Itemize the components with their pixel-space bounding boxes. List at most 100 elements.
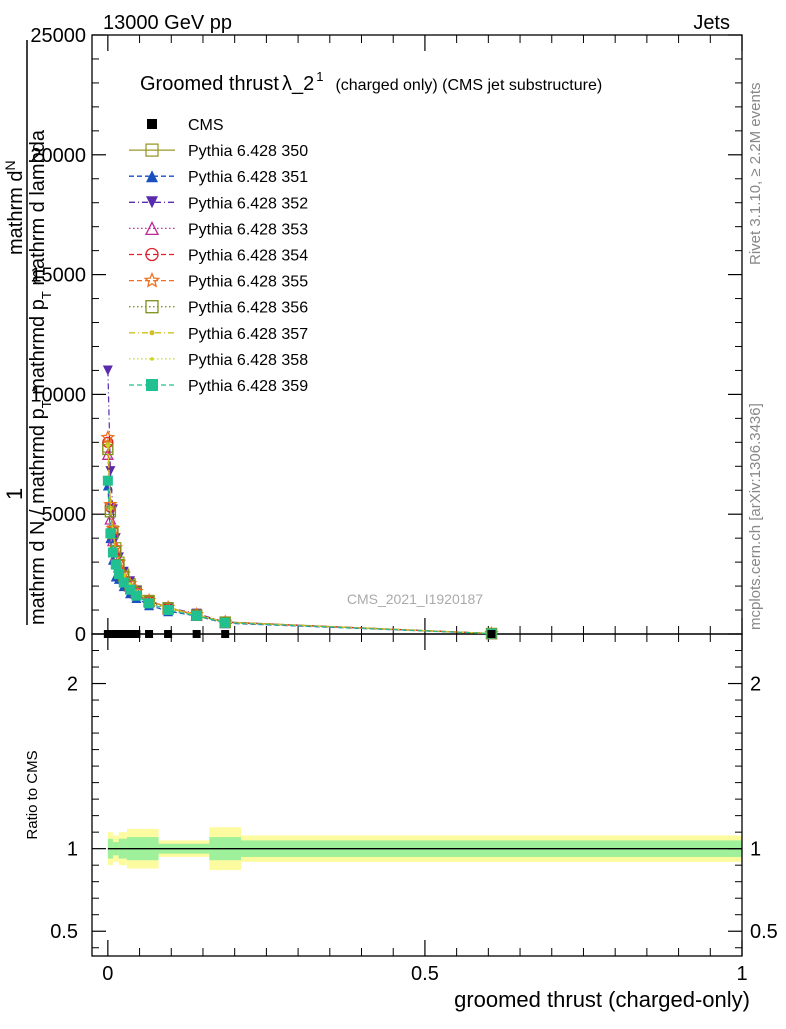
series-lines	[100, 365, 499, 640]
legend-label: Pythia 6.428 358	[188, 352, 308, 369]
ratio-ytick-label: 1	[67, 839, 78, 861]
ratio-ytick-label-right: 0.5	[750, 921, 778, 943]
main-ticks: 0 5000 10000 15000 20000 25000	[30, 25, 742, 646]
legend-entry: Pythia 6.428 355	[129, 271, 308, 291]
ratio-ylabel: Ratio to CMS	[24, 750, 41, 839]
legend-marker	[145, 300, 159, 314]
cms-point	[119, 630, 128, 638]
ratio-ytick-label-right: 2	[750, 674, 761, 696]
cms-point	[132, 630, 141, 638]
series-point-359	[220, 617, 231, 628]
series-point-359	[118, 577, 129, 588]
legend-label: Pythia 6.428 359	[188, 378, 308, 395]
legend-label: Pythia 6.428 354	[188, 248, 308, 265]
legend-entry: CMS	[147, 117, 224, 134]
legend-label: Pythia 6.428 351	[188, 169, 308, 186]
ratio-ytick-label-right: 1	[750, 839, 761, 861]
main-ytick-label: 10000	[30, 384, 86, 406]
legend-label: Pythia 6.428 350	[188, 143, 308, 160]
legend-marker	[143, 271, 161, 288]
legend-label: CMS	[188, 117, 224, 134]
series-point-352	[102, 365, 113, 376]
series-point-359	[125, 584, 136, 595]
ylabel-denom-main: mathrm d N / mathrmd p	[27, 408, 49, 625]
legend-entry: Pythia 6.428 351	[129, 169, 308, 186]
series-point-358	[106, 444, 110, 448]
main-ylabel: 1 mathrm d N / mathrmd pT mathrmd pT mat…	[2, 40, 54, 625]
legend-label: Pythia 6.428 356	[188, 300, 308, 317]
xtick-label: 1	[736, 963, 747, 985]
cms-point	[126, 630, 135, 638]
legend-entry: Pythia 6.428 357	[129, 326, 308, 343]
ratio-ytick-label: 0.5	[50, 921, 78, 943]
legend-entry: Pythia 6.428 352	[129, 195, 308, 212]
main-ytick-label: 20000	[30, 145, 86, 167]
series-point-359	[163, 605, 174, 616]
cms-point	[192, 630, 201, 638]
series-point-359	[113, 569, 124, 580]
cms-point	[145, 630, 154, 638]
title-lambda: λ_2	[282, 73, 314, 95]
main-ytick-label: 25000	[30, 25, 86, 47]
series-point-359	[107, 547, 118, 558]
xtick-label: 0	[102, 963, 113, 985]
ylabel-num: mathrm dN	[2, 160, 27, 255]
main-ytick-label: 0	[75, 624, 86, 646]
legend-label: Pythia 6.428 353	[188, 221, 308, 238]
ylabel-denom: mathrm d N / mathrmd pT mathrmd pT mathr…	[27, 129, 54, 625]
ylabel-denom-T2: T	[39, 291, 54, 299]
legend-marker	[147, 119, 157, 129]
rivet-label: Rivet 3.1.10, ≥ 2.2M events	[747, 83, 764, 266]
main-ytick-label: 15000	[30, 265, 86, 287]
cms-point	[221, 630, 230, 638]
series-point-359	[102, 475, 113, 486]
x-axis-label: groomed thrust (charged-only)	[454, 987, 750, 1012]
header-left: 13000 GeV pp	[103, 12, 232, 34]
series-point-359	[110, 559, 121, 570]
cms-point	[114, 630, 123, 638]
series-point-359	[191, 610, 202, 621]
title-main: Groomed thrust	[140, 73, 279, 95]
ylabel-denom-tail: mathrmd p	[27, 299, 49, 400]
legend-entry: Pythia 6.428 356	[129, 300, 308, 317]
header-right: Jets	[693, 12, 730, 34]
legend-entry: Pythia 6.428 350	[129, 143, 308, 160]
xtick-label: 0.5	[411, 963, 439, 985]
ratio-ticks: 0.5 0.5 1 1 2 2	[50, 650, 778, 949]
legend: CMS Pythia 6.428 350 Pythia 6.428 351 Pythi…	[129, 117, 308, 395]
cms-point	[164, 630, 173, 638]
legend-marker	[145, 247, 159, 262]
ylabel-num-top: mathrm d	[5, 171, 27, 255]
ratio-bands	[107, 827, 742, 871]
legend-entry: Pythia 6.428 354	[129, 248, 308, 265]
series-point-359	[105, 528, 116, 539]
ylabel-denom-T: T	[39, 400, 54, 408]
series-point-352	[105, 466, 116, 477]
ylabel-one: 1	[2, 488, 27, 500]
legend-entry: Pythia 6.428 359	[129, 378, 308, 395]
legend-marker	[144, 220, 160, 236]
legend-label: Pythia 6.428 355	[188, 274, 308, 291]
series-point-355	[100, 429, 116, 444]
legend-marker	[149, 330, 155, 336]
ylabel-num-N: N	[2, 160, 18, 170]
main-ytick-label: 5000	[42, 504, 87, 526]
watermark: CMS_2021_I1920187	[347, 591, 483, 607]
chart-title: Groomed thrust λ_2 1 (charged only) (CMS je…	[140, 69, 602, 95]
cms-point	[487, 630, 496, 638]
title-sup: 1	[316, 69, 323, 84]
legend-marker	[146, 379, 158, 391]
cms-points	[103, 630, 496, 638]
series-point-359	[144, 598, 155, 609]
legend-marker	[146, 170, 158, 183]
legend-marker	[145, 143, 159, 157]
legend-marker	[150, 357, 154, 361]
mcplots-label: mcplots.cern.ch [arXiv:1306.3436]	[747, 403, 764, 630]
legend-label: Pythia 6.428 352	[188, 195, 308, 212]
series-point-359	[131, 590, 142, 601]
legend-entry: Pythia 6.428 358	[129, 352, 308, 369]
legend-entry: Pythia 6.428 353	[129, 220, 308, 238]
ratio-panel-frame	[91, 633, 743, 957]
ylabel-denom-tail2: mathrm d lambda	[27, 129, 49, 291]
